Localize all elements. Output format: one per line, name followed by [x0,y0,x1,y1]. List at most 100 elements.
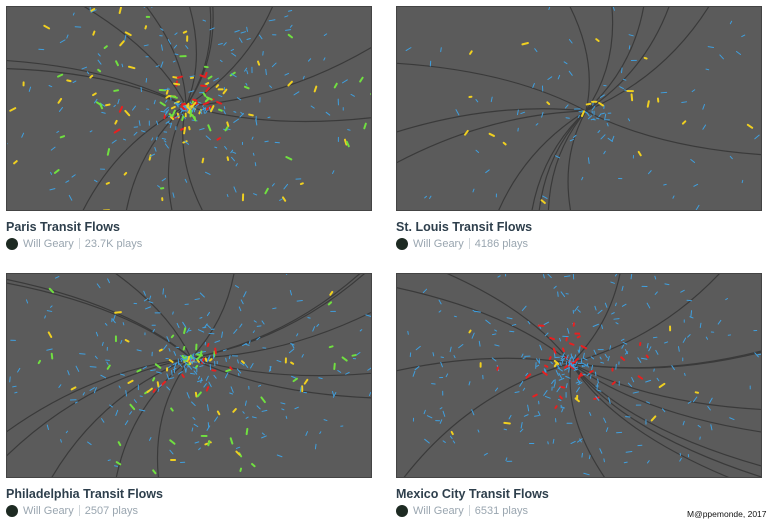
transit-flow-mark [343,138,348,146]
transit-flow-mark [199,316,203,319]
transit-flow-mark [157,185,161,188]
transit-flow-mark [561,352,565,358]
transit-flow-mark [276,454,283,458]
author-link[interactable]: Will Geary [413,504,464,517]
transit-flow-mark [190,372,196,375]
transit-flow-mark [359,76,364,83]
transit-flow-mark [124,420,129,426]
transit-flow-mark [9,107,17,112]
transit-flow-mark [560,357,564,361]
transit-flow-mark [97,68,102,73]
transit-flow-mark [438,310,442,313]
transit-flow-mark [232,151,237,154]
transit-flow-mark [115,60,120,67]
avatar[interactable] [6,237,18,250]
card-title[interactable]: Paris Transit Flows [6,220,120,234]
card-title[interactable]: St. Louis Transit Flows [396,220,533,234]
map-road [498,110,587,210]
transit-flow-mark [68,194,73,201]
transit-flow-mark [541,111,544,118]
card-st-louis[interactable]: St. Louis Transit Flows Will Geary 4186 … [396,6,762,251]
transit-flow-mark [686,299,693,302]
transit-flow-mark [564,104,569,109]
author-link[interactable]: Will Geary [23,237,74,250]
transit-flow-mark [160,380,167,387]
card-philadelphia[interactable]: Philadelphia Transit Flows Will Geary 25… [6,273,372,518]
avatar[interactable] [396,504,408,517]
transit-flow-mark [293,91,300,96]
transit-flow-mark [551,379,555,385]
transit-flow-mark [656,377,660,382]
transit-flow-mark [107,278,110,284]
transit-flow-mark [202,101,210,106]
transit-flow-mark [485,169,490,174]
map-thumbnail[interactable] [396,6,762,211]
transit-flow-mark [337,370,342,373]
transit-flow-mark [195,103,199,107]
transit-flow-mark [369,391,371,397]
transit-flow-mark [180,358,183,363]
transit-flow-mark [519,428,524,433]
map-road [585,110,761,156]
author-link[interactable]: Will Geary [23,504,74,517]
transit-flow-mark [234,285,239,288]
map-road [190,274,361,359]
transit-flow-mark [95,101,103,107]
transit-flow-mark [628,45,631,50]
transit-flow-mark [185,106,189,112]
transit-flow-mark [225,357,227,362]
avatar[interactable] [6,504,18,517]
transit-flow-mark [615,322,619,325]
transit-flow-mark [536,358,540,364]
transit-flow-mark [415,345,421,351]
avatar[interactable] [396,237,408,250]
transit-flow-mark [192,366,198,370]
transit-flow-mark [216,101,223,105]
transit-flow-mark [204,71,208,78]
transit-flow-mark [97,59,102,65]
author-link[interactable]: Will Geary [413,237,464,250]
transit-flow-mark [199,359,205,365]
map-road [446,274,572,364]
transit-flow-mark [580,344,588,350]
transit-flow-mark [243,85,250,90]
transit-flow-mark [323,57,326,61]
transit-flow-mark [169,439,176,445]
transit-flow-mark [301,354,304,358]
transit-flow-mark [312,326,316,332]
card-mexico-city[interactable]: Mexico City Transit Flows Will Geary 653… [396,273,762,518]
transit-flow-mark [239,467,243,472]
transit-flow-mark [678,346,680,352]
card-title[interactable]: Philadelphia Transit Flows [6,487,163,501]
transit-flow-mark [442,440,446,443]
transit-flow-mark [692,396,698,403]
transit-flow-mark [637,375,644,380]
transit-flow-mark [615,302,617,307]
map-thumbnail[interactable] [6,273,372,478]
transit-flow-mark [191,106,194,113]
transit-flow-mark [237,373,240,377]
card-title[interactable]: Mexico City Transit Flows [396,487,549,501]
transit-flow-mark [707,46,715,48]
map-road [83,7,187,107]
transit-flow-mark [559,337,561,342]
transit-flow-mark [197,329,205,333]
transit-flow-mark [595,38,600,42]
transit-flow-mark [256,325,262,327]
transit-flow-mark [14,391,18,394]
map-road [585,7,645,112]
transit-flow-mark [127,65,136,70]
map-thumbnail[interactable] [6,6,372,211]
transit-flow-mark [166,386,171,391]
transit-flow-mark [612,7,615,11]
transit-flow-mark [113,128,121,134]
transit-flow-mark [600,134,606,140]
transit-flow-mark [209,358,213,362]
transit-flow-mark [307,58,312,62]
transit-flow-mark [287,80,293,87]
card-paris[interactable]: Paris Transit Flows Will Geary 23.7K pla… [6,6,372,251]
transit-flow-mark [204,97,210,103]
map-thumbnail[interactable] [396,273,762,478]
transit-flow-mark [285,29,292,31]
transit-flow-mark [190,101,197,109]
